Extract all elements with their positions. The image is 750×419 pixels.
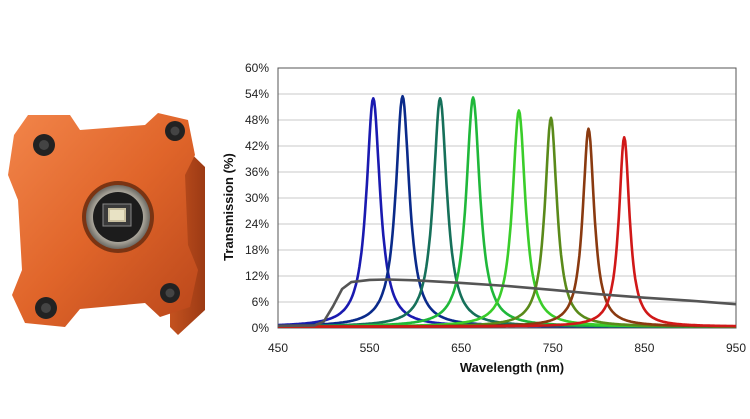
series-line-1 [277, 97, 737, 328]
transmission-chart: 0% 6% 12% 18% 24% 30% 36% 42% 48% 54% 60% 450 550 65… [222, 61, 746, 375]
grid-lines [278, 67, 736, 329]
series-lines [277, 94, 737, 328]
y-tick-label: 6% [252, 295, 270, 309]
series-line-2 [277, 94, 737, 328]
y-tick-label: 18% [245, 243, 269, 257]
series-line-3 [277, 97, 737, 328]
y-tick-label: 54% [245, 87, 269, 101]
series-line-9 [277, 278, 737, 328]
x-tick-label: 450 [268, 341, 288, 355]
series-line-5 [277, 109, 737, 328]
x-tick-label: 950 [726, 341, 746, 355]
y-tick-label: 60% [245, 61, 269, 75]
y-tick-label: 24% [245, 217, 269, 231]
y-tick-label: 30% [245, 191, 269, 205]
y-tick-label: 36% [245, 165, 269, 179]
x-tick-label: 650 [451, 341, 471, 355]
plot-border [277, 67, 737, 329]
camera-product-image [8, 113, 205, 335]
series-line-6 [277, 116, 737, 328]
x-tick-labels: 450 550 650 750 850 950 [268, 341, 746, 355]
series-line-8 [277, 136, 737, 328]
x-tick-label: 750 [543, 341, 563, 355]
x-axis-title: Wavelength (nm) [460, 360, 564, 375]
y-tick-label: 48% [245, 113, 269, 127]
series-line-7 [277, 127, 737, 328]
y-tick-label: 0% [252, 321, 270, 335]
x-tick-label: 850 [634, 341, 654, 355]
y-tick-labels: 0% 6% 12% 18% 24% 30% 36% 42% 48% 54% 60% [245, 61, 269, 335]
series-line-4 [277, 96, 737, 328]
y-tick-label: 42% [245, 139, 269, 153]
x-tick-label: 550 [360, 341, 380, 355]
screw-icons [33, 121, 185, 319]
axes [277, 67, 737, 329]
y-axis-title: Transmission (%) [222, 153, 236, 261]
y-tick-label: 12% [245, 269, 269, 283]
